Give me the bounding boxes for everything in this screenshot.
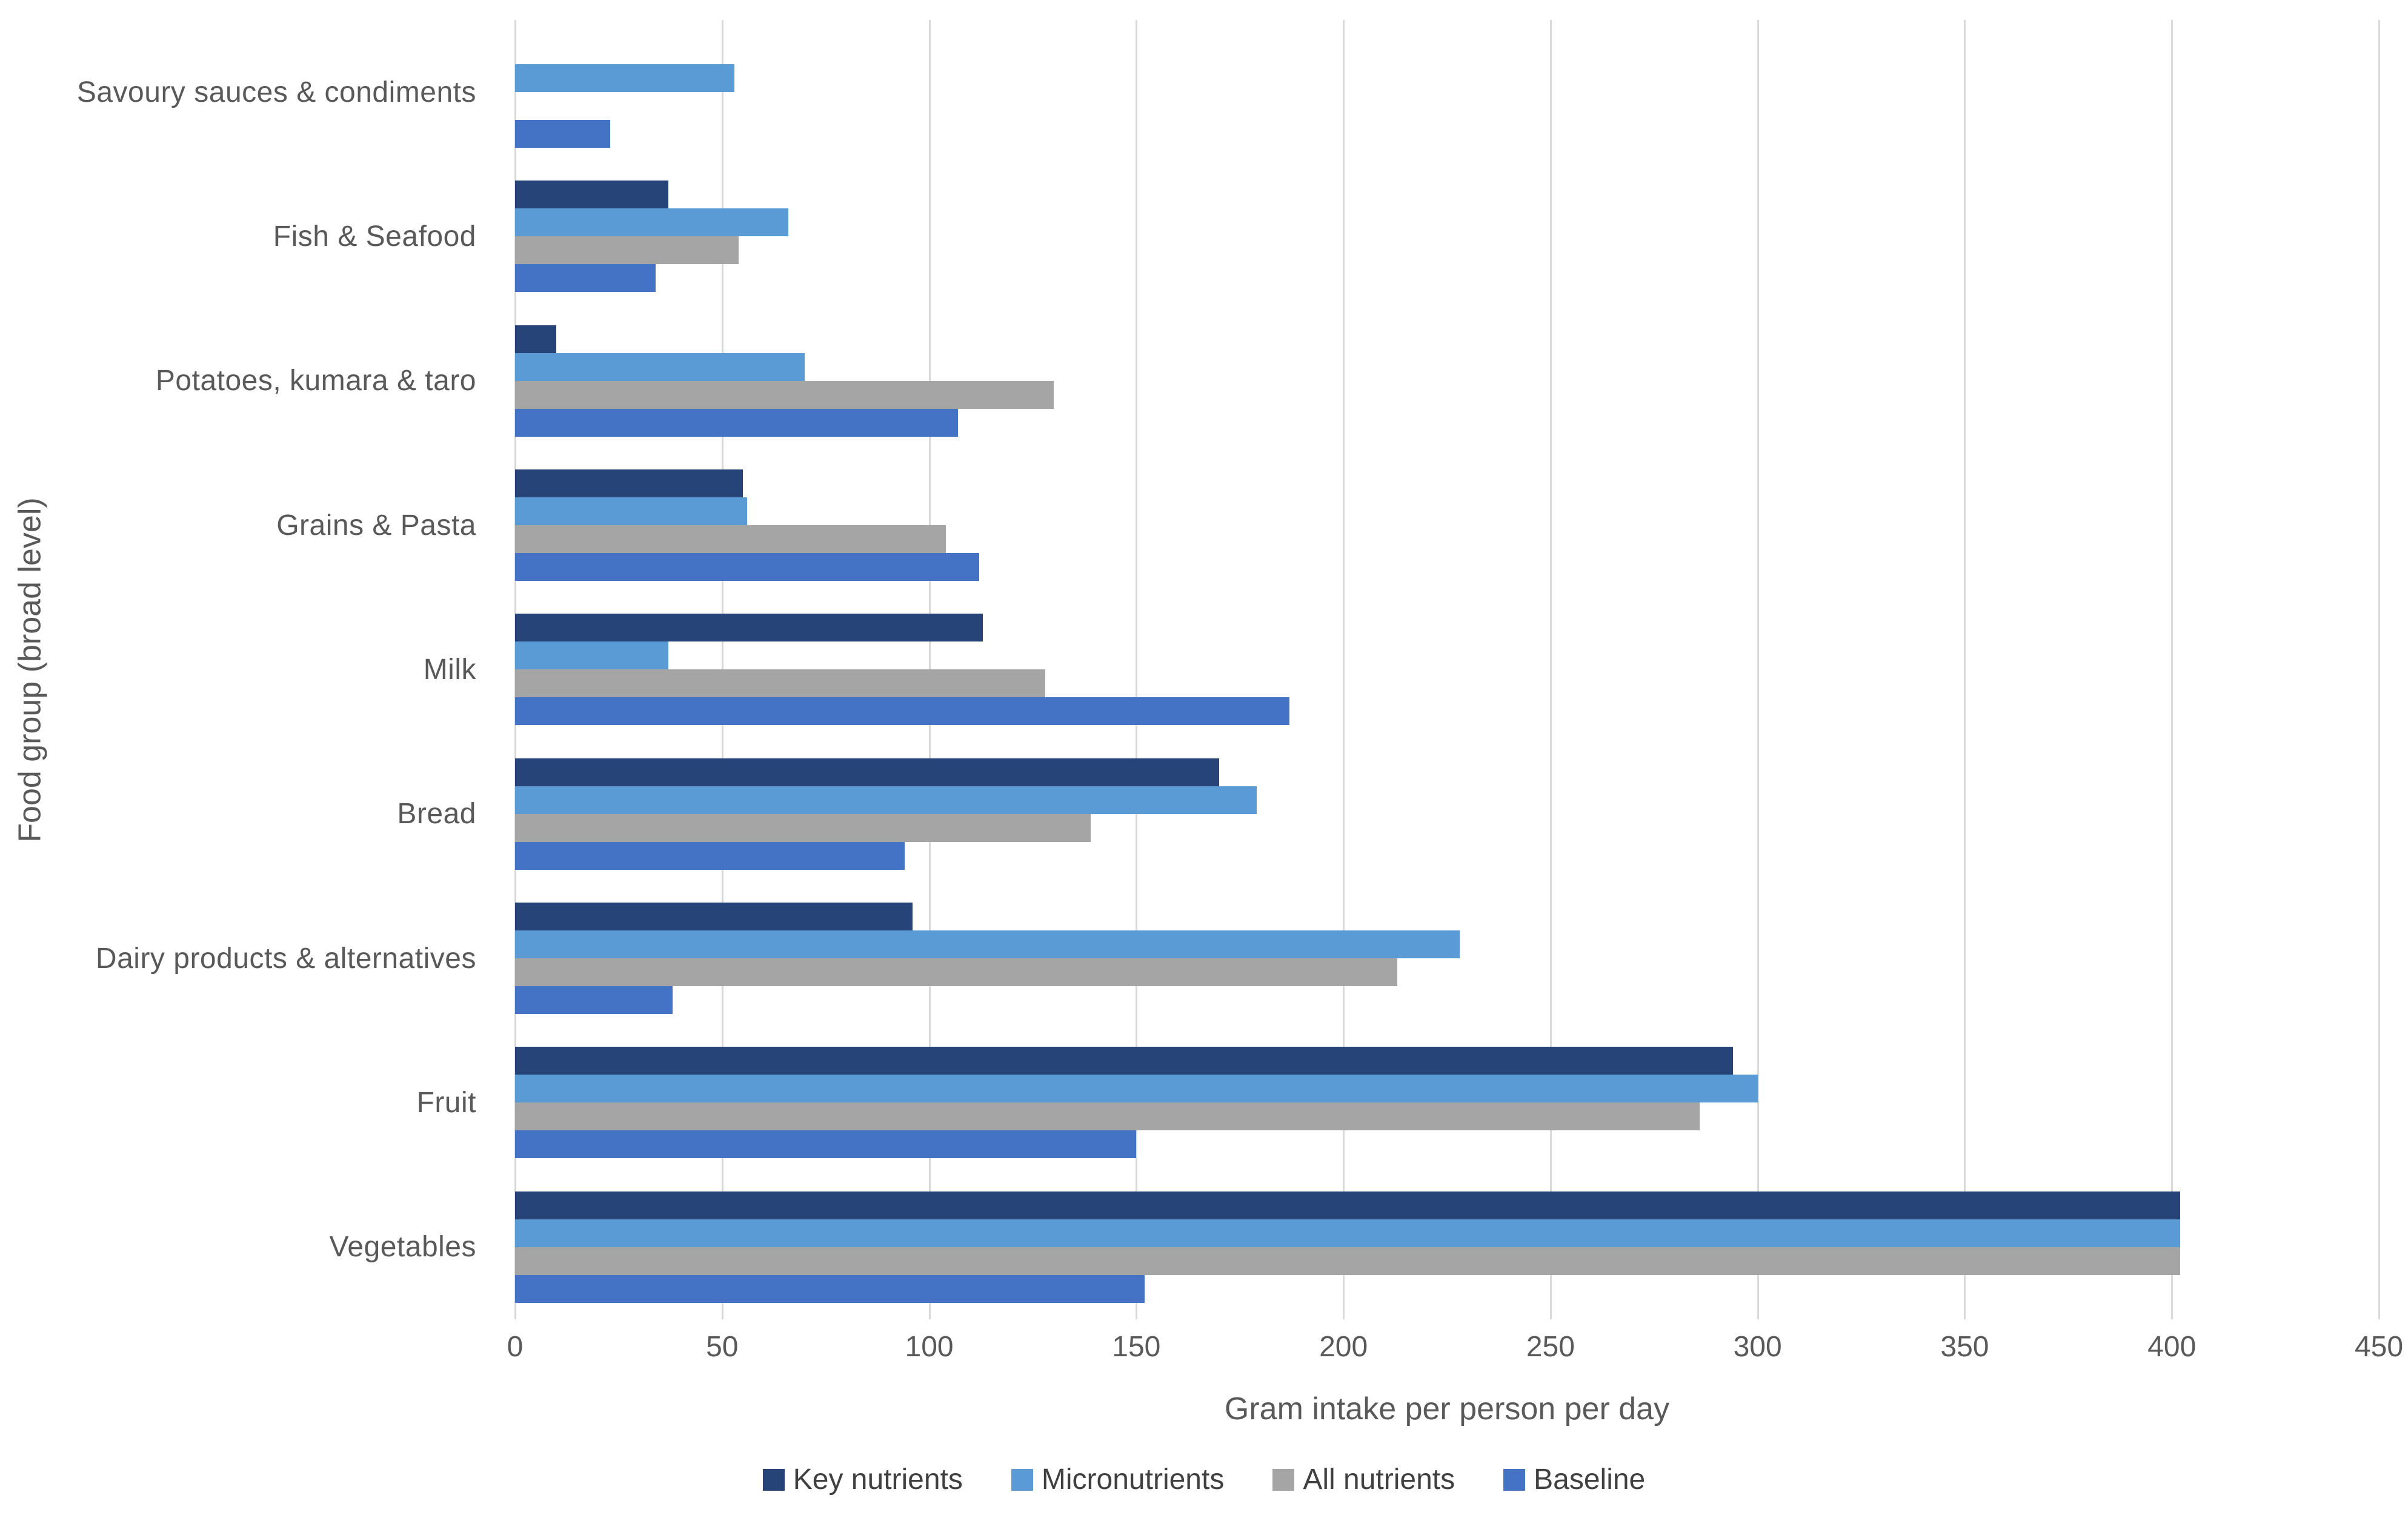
- bar: [515, 814, 1091, 842]
- category-label: Vegetables: [329, 1231, 476, 1264]
- legend-item: Baseline: [1503, 1463, 1645, 1496]
- bar: [515, 1191, 2180, 1219]
- legend-swatch-icon: [1011, 1468, 1033, 1491]
- category-label: Fruit: [416, 1086, 476, 1119]
- category-row: [515, 1030, 2379, 1175]
- x-tick-label: 0: [507, 1331, 524, 1363]
- bar: [515, 1075, 1758, 1103]
- x-tick-label: 250: [1526, 1331, 1575, 1363]
- category-label: Savoury sauces & condiments: [76, 76, 476, 108]
- bar: [515, 958, 1397, 987]
- x-tick-label: 150: [1112, 1331, 1161, 1363]
- bar: [515, 930, 1460, 959]
- bar: [515, 669, 1045, 698]
- bar: [515, 1274, 1145, 1303]
- x-tick-label: 400: [2147, 1331, 2197, 1363]
- bar: [515, 325, 557, 353]
- x-tick-label: 100: [905, 1331, 954, 1363]
- category-row: [515, 453, 2379, 597]
- category-row: [515, 1175, 2379, 1319]
- legend-item: All nutrients: [1272, 1463, 1455, 1496]
- category-row: [515, 886, 2379, 1030]
- gridline-x-250: [1549, 20, 1552, 1319]
- x-tick-label: 300: [1733, 1331, 1782, 1363]
- category-row: [515, 742, 2379, 886]
- category-label: Grains & Pasta: [276, 509, 476, 542]
- legend-label: Micronutrients: [1041, 1463, 1225, 1496]
- bar: [515, 380, 1054, 409]
- legend-label: All nutrients: [1303, 1463, 1455, 1496]
- bar: [515, 64, 735, 93]
- bar: [515, 614, 983, 642]
- legend-item: Micronutrients: [1011, 1463, 1224, 1496]
- bar: [515, 408, 959, 437]
- bar: [515, 525, 946, 554]
- legend-swatch-icon: [1272, 1468, 1295, 1491]
- bar: [515, 758, 1220, 786]
- bar: [515, 1047, 1733, 1075]
- bar: [515, 841, 905, 870]
- bar: [515, 353, 805, 381]
- x-axis-title: Gram intake per person per day: [1224, 1391, 1670, 1427]
- category-axis-labels: Savoury sauces & condiments Fish & Seafoo…: [0, 20, 492, 1319]
- plot-area: [514, 20, 2380, 1319]
- gridline-x-450: [2378, 20, 2380, 1319]
- bar: [515, 120, 611, 148]
- legend-label: Baseline: [1534, 1463, 1646, 1496]
- legend: Key nutrients Micronutrients All nutrients…: [0, 1463, 2408, 1496]
- category-row: [515, 20, 2379, 164]
- x-tick-label: 50: [706, 1331, 739, 1363]
- category-label: Milk: [423, 653, 476, 686]
- bar: [515, 986, 673, 1015]
- legend-swatch-icon: [1503, 1468, 1526, 1491]
- category-label: Dairy products & alternatives: [95, 942, 476, 975]
- x-tick-label: 450: [2354, 1331, 2404, 1363]
- category-label: Bread: [397, 798, 476, 830]
- category-row: [515, 309, 2379, 453]
- gridline-x-300: [1757, 20, 1759, 1319]
- gridline-x-200: [1343, 20, 1345, 1319]
- x-tick-label: 350: [1940, 1331, 1989, 1363]
- bar: [515, 236, 739, 265]
- x-tick-label: 200: [1319, 1331, 1368, 1363]
- bar: [515, 1247, 2180, 1275]
- bar: [515, 903, 913, 931]
- category-label: Potatoes, kumara & taro: [155, 365, 476, 397]
- bar: [515, 264, 656, 293]
- legend-item: Key nutrients: [762, 1463, 963, 1496]
- gridline-x-400: [2171, 20, 2174, 1319]
- bar: [515, 697, 1290, 726]
- bar: [515, 208, 789, 237]
- bar: [515, 1219, 2180, 1247]
- category-row: [515, 597, 2379, 741]
- bar: [515, 641, 668, 670]
- bar: [515, 1102, 1700, 1131]
- bar: [515, 181, 668, 209]
- gridline-x-350: [1964, 20, 1966, 1319]
- bar-rows: [515, 20, 2379, 1319]
- category-row: [515, 164, 2379, 308]
- legend-label: Key nutrients: [793, 1463, 963, 1496]
- bar: [515, 553, 979, 582]
- gridline-x-150: [1136, 20, 1138, 1319]
- bar: [515, 469, 743, 498]
- legend-swatch-icon: [762, 1468, 785, 1491]
- bar: [515, 497, 747, 526]
- x-axis-ticks: 0 50 100 150 200 250 300 350 400 450: [507, 1330, 2403, 1373]
- category-label: Fish & Seafood: [273, 220, 476, 253]
- bar: [515, 786, 1257, 814]
- bar: [515, 1130, 1137, 1159]
